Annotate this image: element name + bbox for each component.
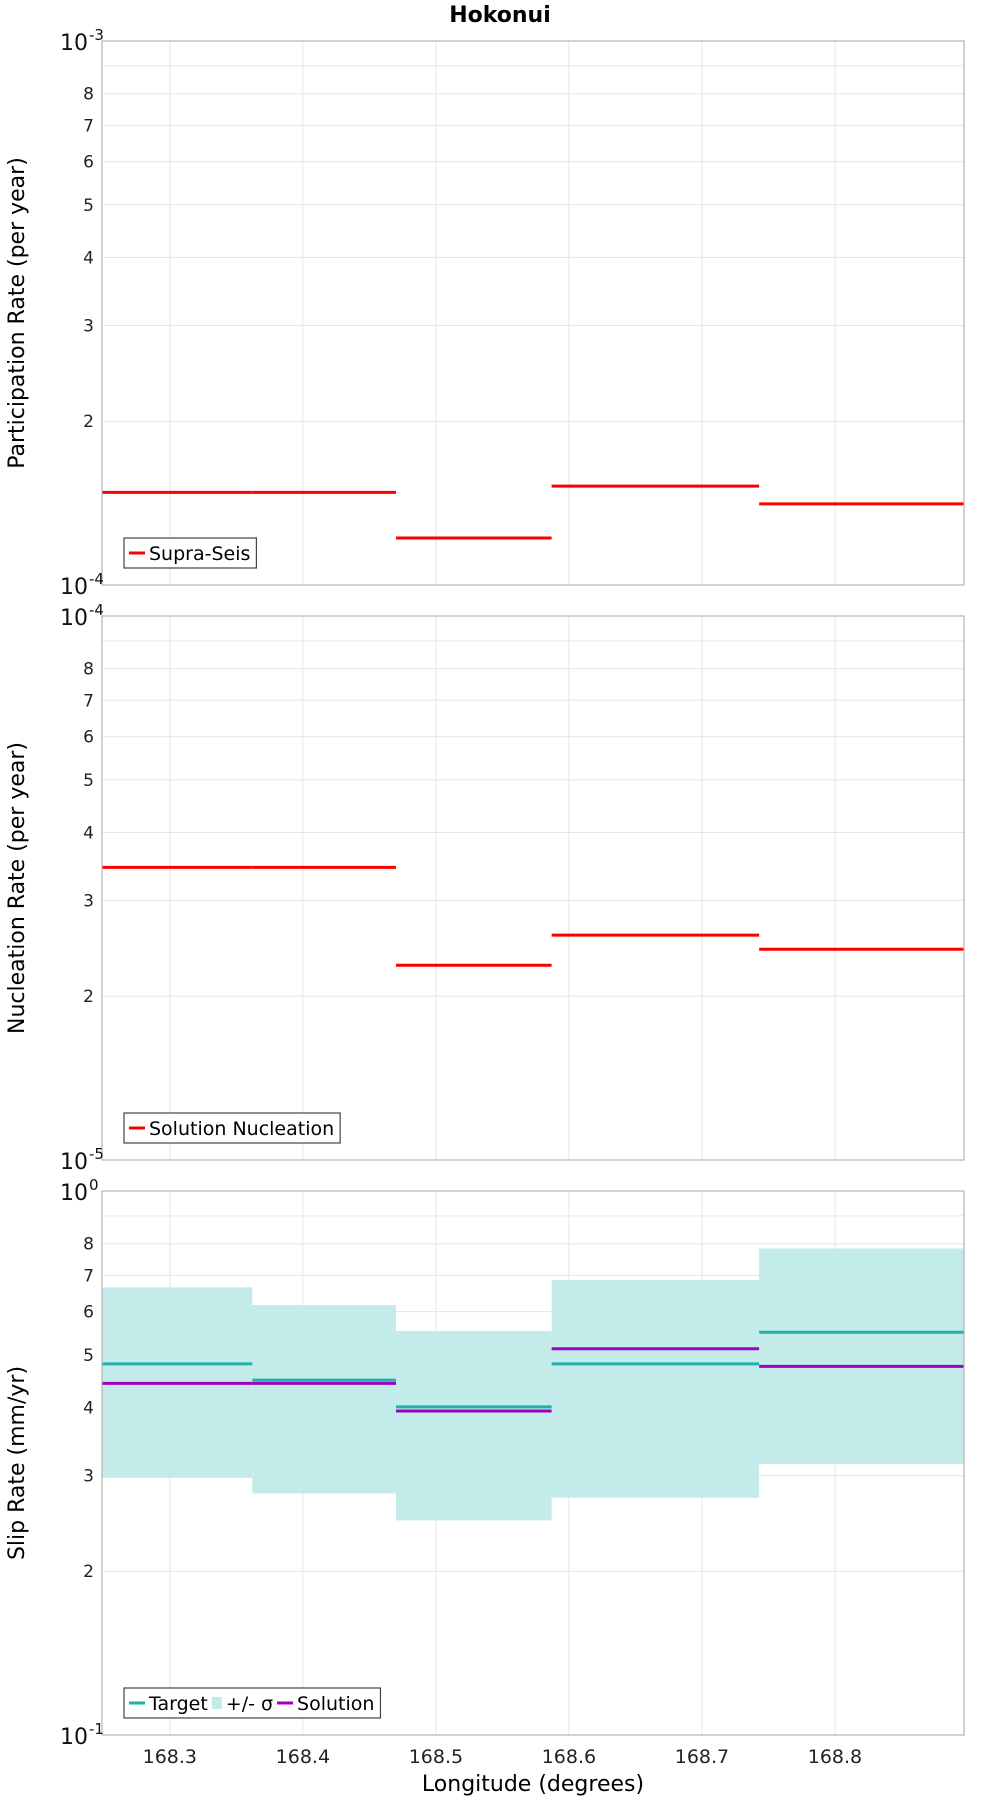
legend-label: +/- σ <box>226 1693 273 1715</box>
plot-frame <box>101 1190 965 1736</box>
y-decade-exponent: -3 <box>89 26 104 44</box>
legend: Supra-Seis <box>123 537 258 569</box>
x-tick-label: 168.3 <box>143 1746 197 1768</box>
y-tick-label: 8 <box>83 1235 94 1255</box>
x-tick-label: 168.7 <box>675 1746 729 1768</box>
sigma-band-segment <box>252 1305 396 1494</box>
series-solution-nucleation <box>102 865 964 967</box>
y-decade-label: 10 <box>60 606 88 631</box>
y-tick-label: 8 <box>83 660 94 680</box>
legend-label: Target <box>148 1693 208 1715</box>
y-decade-exponent: -5 <box>89 1145 104 1163</box>
series-supra-seis <box>102 484 964 540</box>
x-tick-label: 168.6 <box>542 1746 596 1768</box>
sigma-band-segment <box>759 1248 964 1464</box>
y-axis-label: Nucleation Rate (per year) <box>5 742 30 1034</box>
y-axis-label: Participation Rate (per year) <box>5 157 30 469</box>
y-tick-label: 5 <box>83 196 94 216</box>
series-solution <box>102 1347 964 1413</box>
y-decade-label: 10 <box>60 575 88 600</box>
x-tick-label: 168.8 <box>808 1746 862 1768</box>
y-tick-label: 6 <box>83 153 94 173</box>
series-target <box>102 1330 964 1409</box>
y-tick-label: 2 <box>83 1562 94 1582</box>
y-tick-label: 3 <box>83 316 94 336</box>
legend: Solution Nucleation <box>123 1112 341 1144</box>
plot-frame <box>101 40 965 586</box>
y-decade-exponent: -4 <box>89 601 104 619</box>
y-tick-label: 5 <box>83 1346 94 1366</box>
y-decade-label: 10 <box>60 1181 88 1206</box>
x-tick-label: 168.4 <box>276 1746 330 1768</box>
y-tick-label: 3 <box>83 891 94 911</box>
x-tick-label: 168.5 <box>409 1746 463 1768</box>
legend: Target +/- σ Solution <box>123 1687 382 1719</box>
plot-area <box>102 616 964 1160</box>
y-tick-label: 4 <box>83 1398 94 1418</box>
legend-swatch <box>211 1697 222 1709</box>
y-decade-label: 10 <box>60 31 88 56</box>
legend-box <box>123 1687 382 1719</box>
y-decade-exponent: -1 <box>89 1720 104 1738</box>
y-decade-label: 10 <box>60 1725 88 1750</box>
legend-label: Solution <box>297 1693 374 1715</box>
y-tick-label: 2 <box>83 987 94 1007</box>
y-tick-label: 3 <box>83 1466 94 1486</box>
legend-box <box>123 1112 341 1144</box>
y-decade-exponent: -4 <box>89 570 104 588</box>
legend-label: Solution Nucleation <box>149 1118 334 1140</box>
y-tick-label: 8 <box>83 85 94 105</box>
y-tick-label: 5 <box>83 771 94 791</box>
plot-frame <box>101 615 965 1161</box>
y-axis-label: Slip Rate (mm/yr) <box>5 1366 30 1560</box>
y-tick-label: 4 <box>83 823 94 843</box>
y-tick-label: 7 <box>83 1266 94 1286</box>
sigma-band-segment <box>395 1330 552 1521</box>
y-tick-label: 6 <box>83 728 94 748</box>
y-tick-label: 2 <box>83 412 94 432</box>
y-tick-label: 7 <box>83 691 94 711</box>
y-tick-label: 4 <box>83 248 94 268</box>
x-axis-label: Longitude (degrees) <box>422 1772 644 1797</box>
legend-box <box>123 537 258 569</box>
y-tick-label: 7 <box>83 116 94 136</box>
plot-area <box>102 41 964 585</box>
chart-title: Hokonui <box>449 3 551 28</box>
legend-label: Supra-Seis <box>149 543 250 565</box>
y-decade-label: 10 <box>60 1150 88 1175</box>
y-tick-label: 6 <box>83 1303 94 1323</box>
sigma-band-segment <box>551 1280 760 1498</box>
y-decade-exponent: 0 <box>89 1176 99 1194</box>
